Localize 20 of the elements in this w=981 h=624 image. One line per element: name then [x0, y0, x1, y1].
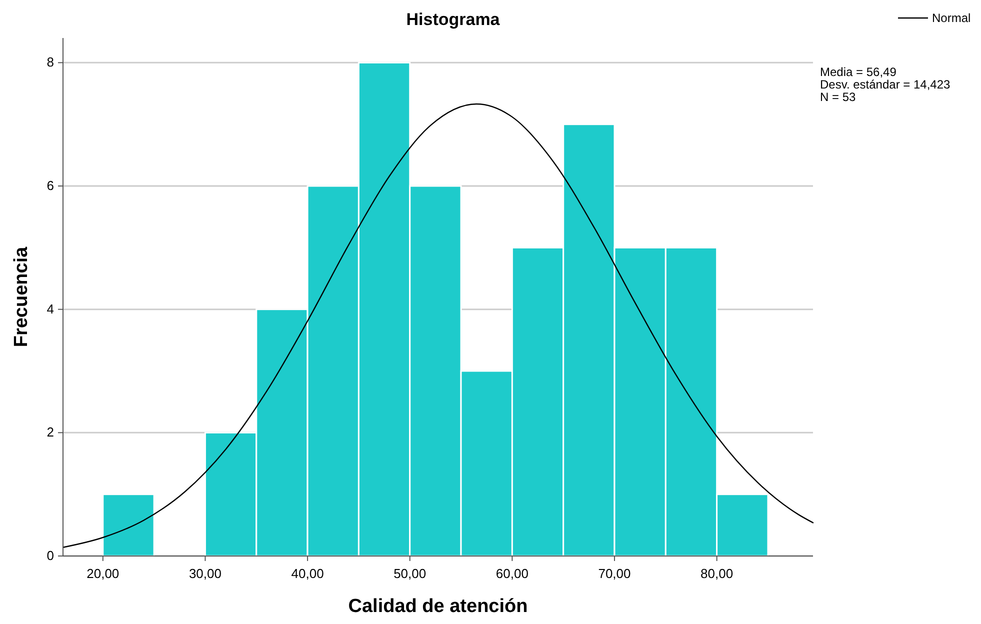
- x-tick-label: 70,00: [598, 566, 631, 581]
- y-tick-label: 0: [46, 548, 54, 563]
- y-tick-label: 4: [46, 301, 54, 316]
- x-tick-label: 30,00: [188, 566, 222, 581]
- y-tick-label: 6: [46, 178, 54, 193]
- text: Desv. estándar = 14,423: [820, 78, 951, 92]
- text: N = 53: [820, 90, 856, 104]
- x-tick-label: 50,00: [394, 566, 426, 581]
- text: Media = 56,49: [820, 65, 897, 79]
- y-tick-label: 2: [46, 424, 54, 440]
- y-tick-label: 8: [46, 54, 54, 70]
- x-tick-label: 80,00: [700, 566, 734, 581]
- x-tick-label: 20,00: [86, 566, 120, 581]
- x-axis-title: Calidad de atención: [348, 596, 528, 617]
- x-tick-label: 60,00: [496, 566, 528, 581]
- x-tick-label: 40,00: [291, 566, 324, 581]
- legend-label: Normal: [932, 11, 971, 25]
- line-series: [62, 103, 814, 548]
- y-axis-title: Frecuencia: [11, 246, 32, 348]
- chart-title: Histograma: [406, 10, 500, 29]
